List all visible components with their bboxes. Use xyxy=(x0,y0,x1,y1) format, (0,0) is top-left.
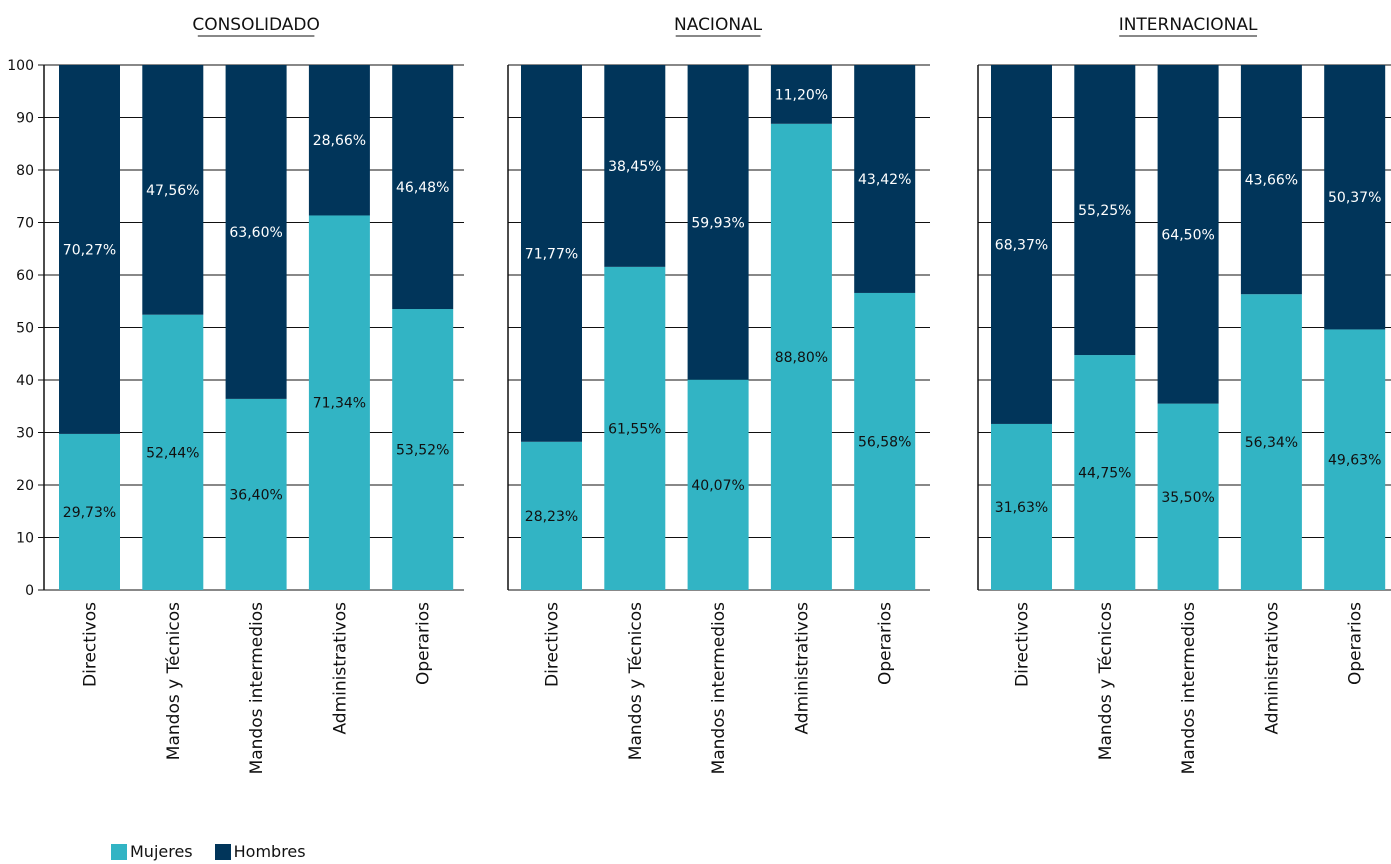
data-label-hombres: 43,42% xyxy=(858,172,911,188)
bar-mujeres xyxy=(770,123,832,591)
x-category-label: Mandos intermedios xyxy=(709,602,729,775)
bar-mujeres xyxy=(59,433,120,590)
data-label-hombres: 55,25% xyxy=(1078,203,1131,219)
y-tick-label: 100 xyxy=(7,58,34,74)
legend-label-hombres: Hombres xyxy=(233,842,306,861)
data-label-hombres: 46,48% xyxy=(396,180,449,196)
bar-hombres xyxy=(1324,65,1386,330)
panel-title-2: INTERNACIONAL xyxy=(1119,15,1258,35)
bar-hombres xyxy=(392,65,454,310)
y-tick-label: 20 xyxy=(16,478,34,494)
x-category-label: Mandos y Técnicos xyxy=(1096,602,1116,760)
data-label-hombres: 38,45% xyxy=(608,159,661,175)
bar-mujeres xyxy=(991,423,1052,590)
data-label-mujeres: 49,63% xyxy=(1328,453,1381,469)
bar-mujeres xyxy=(308,215,370,590)
x-category-label: Administrativos xyxy=(1262,602,1282,735)
data-label-hombres: 50,37% xyxy=(1328,190,1381,206)
bar-hombres xyxy=(1240,65,1302,295)
bar-mujeres xyxy=(392,309,454,590)
bar-hombres xyxy=(604,65,666,267)
data-label-mujeres: 52,44% xyxy=(146,445,199,461)
y-tick-label: 90 xyxy=(16,111,34,127)
bar-mujeres xyxy=(1240,294,1302,590)
x-category-label: Mandos intermedios xyxy=(1179,602,1199,775)
bar-hombres xyxy=(1074,65,1136,356)
legend-swatch-hombres xyxy=(214,843,231,860)
data-label-hombres: 71,77% xyxy=(525,246,578,262)
data-label-mujeres: 35,50% xyxy=(1161,490,1214,506)
bar-mujeres xyxy=(854,292,916,590)
data-label-mujeres: 56,58% xyxy=(858,434,911,450)
y-tick-label: 10 xyxy=(16,531,34,547)
y-tick-label: 70 xyxy=(16,216,34,232)
data-label-hombres: 64,50% xyxy=(1161,227,1214,243)
x-category-label: Directivos xyxy=(1013,602,1033,687)
y-tick-label: 0 xyxy=(25,583,34,599)
y-tick-label: 60 xyxy=(16,268,34,284)
data-label-hombres: 70,27% xyxy=(63,242,116,258)
bar-mujeres xyxy=(1074,355,1136,590)
data-label-mujeres: 36,40% xyxy=(229,487,282,503)
x-category-label: Operarios xyxy=(1346,602,1366,685)
legend-item-hombres: Hombres xyxy=(214,842,306,861)
y-tick-label: 40 xyxy=(16,373,34,389)
bar-hombres xyxy=(308,65,370,216)
bar-hombres xyxy=(1157,65,1219,404)
data-label-mujeres: 56,34% xyxy=(1245,435,1298,451)
data-label-mujeres: 53,52% xyxy=(396,443,449,459)
x-category-label: Operarios xyxy=(876,602,896,685)
x-category-label: Mandos y Técnicos xyxy=(164,602,184,760)
data-label-hombres: 11,20% xyxy=(775,87,828,103)
bar-hombres xyxy=(59,65,120,434)
bar-mujeres xyxy=(687,379,749,590)
bar-mujeres xyxy=(142,314,204,590)
x-category-label: Directivos xyxy=(81,602,101,687)
legend: Mujeres Hombres xyxy=(111,842,328,861)
x-category-label: Directivos xyxy=(543,602,563,687)
data-label-mujeres: 28,23% xyxy=(525,509,578,525)
bar-hombres xyxy=(770,65,832,124)
data-label-hombres: 28,66% xyxy=(313,133,366,149)
panel-title-0: CONSOLIDADO xyxy=(192,15,320,35)
bar-hombres xyxy=(521,65,582,442)
bar-hombres xyxy=(991,65,1052,424)
bar-mujeres xyxy=(604,266,666,590)
data-label-mujeres: 31,63% xyxy=(995,500,1048,516)
legend-item-mujeres: Mujeres xyxy=(111,842,193,861)
bar-mujeres xyxy=(521,441,582,590)
x-category-label: Administrativos xyxy=(792,602,812,735)
bar-mujeres xyxy=(225,398,287,590)
x-category-label: Operarios xyxy=(414,602,434,685)
y-tick-label: 30 xyxy=(16,426,34,442)
bar-mujeres xyxy=(1324,329,1386,590)
x-category-label: Administrativos xyxy=(330,602,350,735)
x-category-label: Mandos y Técnicos xyxy=(626,602,646,760)
data-label-mujeres: 61,55% xyxy=(608,421,661,437)
data-label-hombres: 59,93% xyxy=(691,215,744,231)
data-label-mujeres: 29,73% xyxy=(63,505,116,521)
bar-hombres xyxy=(687,65,749,380)
panel-title-1: NACIONAL xyxy=(674,15,763,35)
data-label-hombres: 68,37% xyxy=(995,237,1048,253)
data-label-mujeres: 88,80% xyxy=(775,350,828,366)
data-label-hombres: 63,60% xyxy=(229,225,282,241)
bar-mujeres xyxy=(1157,403,1219,590)
legend-label-mujeres: Mujeres xyxy=(130,842,193,861)
y-tick-label: 80 xyxy=(16,163,34,179)
data-label-mujeres: 71,34% xyxy=(313,396,366,412)
data-label-mujeres: 44,75% xyxy=(1078,466,1131,482)
x-category-label: Mandos intermedios xyxy=(247,602,267,775)
bar-hombres xyxy=(225,65,287,399)
y-tick-label: 50 xyxy=(16,321,34,337)
data-label-mujeres: 40,07% xyxy=(691,478,744,494)
data-label-hombres: 43,66% xyxy=(1245,173,1298,189)
data-label-hombres: 47,56% xyxy=(146,183,199,199)
legend-swatch-mujeres xyxy=(111,843,127,860)
bar-hombres xyxy=(854,65,916,293)
bar-hombres xyxy=(142,65,204,315)
